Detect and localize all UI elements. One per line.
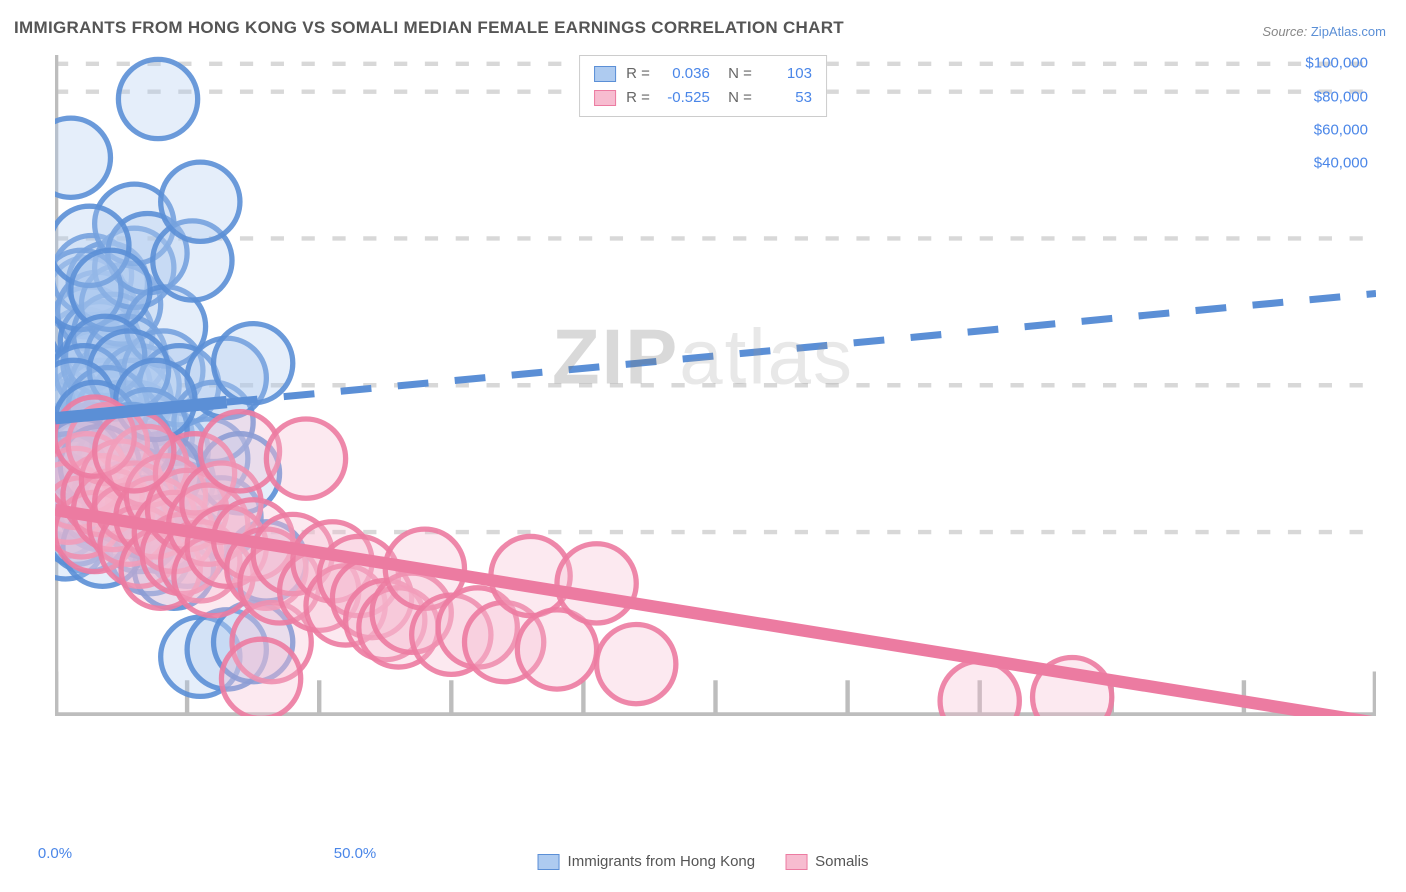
legend-row-somali: R = -0.525 N = 53 bbox=[594, 86, 812, 110]
source-label: Source: bbox=[1262, 24, 1307, 39]
r-label: R = bbox=[626, 62, 650, 86]
series-legend: Immigrants from Hong Kong Somalis bbox=[538, 853, 869, 870]
y-tick-label: $80,000 bbox=[1314, 88, 1368, 105]
n-label: N = bbox=[720, 62, 752, 86]
swatch-somali bbox=[594, 90, 616, 106]
legend-item-hk: Immigrants from Hong Kong bbox=[538, 853, 756, 870]
n-value-hk: 103 bbox=[762, 62, 812, 86]
y-tick-label: $100,000 bbox=[1305, 55, 1368, 72]
scatter-plot bbox=[55, 55, 1376, 716]
x-tick-label: 50.0% bbox=[334, 845, 377, 862]
r-value-hk: 0.036 bbox=[660, 62, 710, 86]
n-value-somali: 53 bbox=[762, 86, 812, 110]
legend-item-somali: Somalis bbox=[785, 853, 868, 870]
swatch-hk bbox=[594, 66, 616, 82]
y-tick-label: $40,000 bbox=[1314, 155, 1368, 172]
swatch-hk-icon bbox=[538, 854, 560, 870]
source-attribution: Source: ZipAtlas.com bbox=[1262, 24, 1386, 39]
chart-title: IMMIGRANTS FROM HONG KONG VS SOMALI MEDI… bbox=[14, 18, 844, 38]
source-link[interactable]: ZipAtlas.com bbox=[1311, 24, 1386, 39]
x-tick-label: 0.0% bbox=[38, 845, 72, 862]
legend-label-hk: Immigrants from Hong Kong bbox=[568, 853, 756, 870]
y-tick-label: $60,000 bbox=[1314, 122, 1368, 139]
legend-label-somali: Somalis bbox=[815, 853, 868, 870]
legend-row-hk: R = 0.036 N = 103 bbox=[594, 62, 812, 86]
correlation-legend: R = 0.036 N = 103 R = -0.525 N = 53 bbox=[579, 55, 827, 117]
r-value-somali: -0.525 bbox=[660, 86, 710, 110]
n-label: N = bbox=[720, 86, 752, 110]
r-label: R = bbox=[626, 86, 650, 110]
swatch-somali-icon bbox=[785, 854, 807, 870]
